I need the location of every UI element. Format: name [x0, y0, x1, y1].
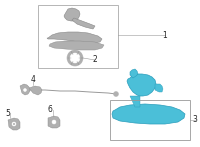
Circle shape: [24, 88, 26, 91]
Text: 1: 1: [163, 30, 167, 40]
Polygon shape: [127, 74, 156, 96]
Polygon shape: [130, 69, 138, 78]
Polygon shape: [20, 84, 30, 95]
Bar: [38, 5, 118, 68]
Polygon shape: [49, 41, 104, 50]
Circle shape: [12, 122, 16, 126]
Polygon shape: [155, 84, 163, 92]
Polygon shape: [8, 118, 20, 130]
Bar: [110, 100, 190, 140]
Circle shape: [13, 123, 15, 125]
Polygon shape: [72, 18, 95, 29]
Text: 5: 5: [6, 108, 10, 117]
Polygon shape: [48, 116, 60, 128]
Circle shape: [70, 53, 80, 63]
Circle shape: [52, 120, 56, 124]
Text: 2: 2: [93, 56, 97, 65]
Polygon shape: [64, 8, 80, 21]
Text: 3: 3: [193, 116, 197, 125]
Circle shape: [114, 91, 118, 96]
Circle shape: [67, 50, 83, 66]
Text: 6: 6: [48, 106, 52, 115]
Text: 4: 4: [31, 76, 35, 85]
Polygon shape: [29, 86, 42, 95]
Polygon shape: [112, 104, 185, 124]
Polygon shape: [47, 32, 102, 43]
Polygon shape: [130, 96, 140, 107]
